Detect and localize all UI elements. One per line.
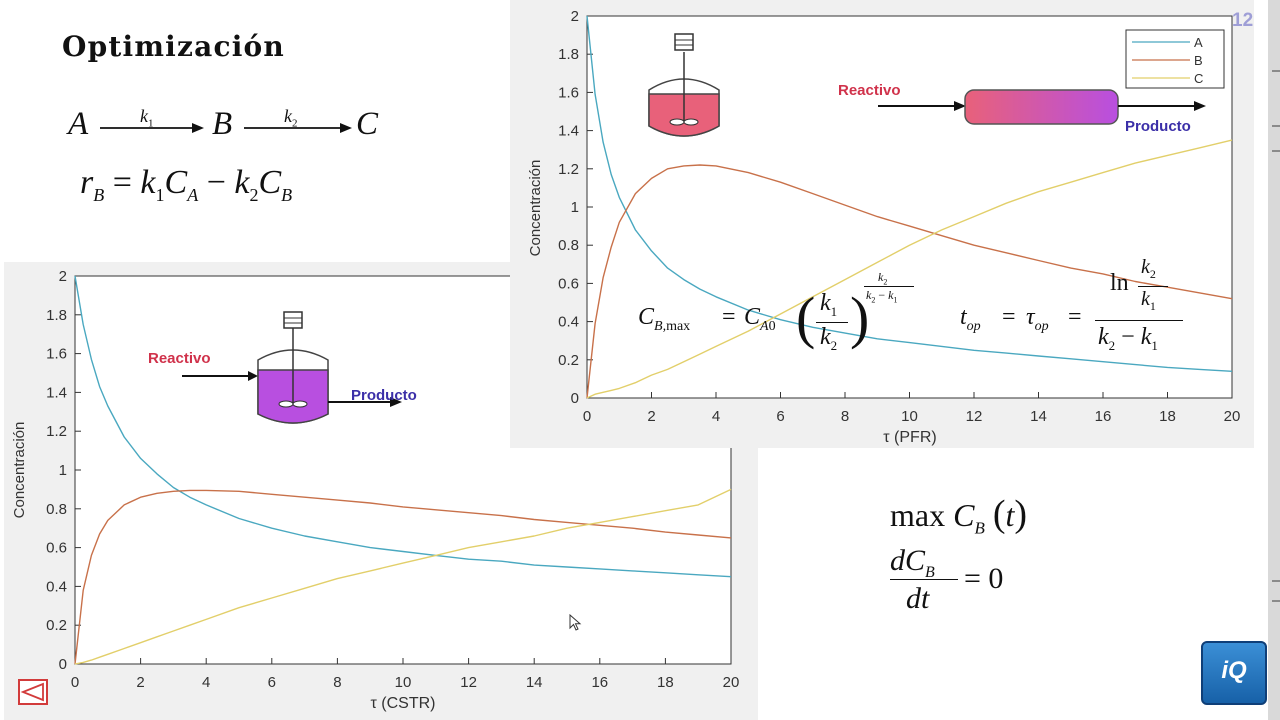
rate-equation: rB = k1CA − k2CB	[80, 164, 293, 205]
cstr-y-tick-label: 0.2	[46, 617, 67, 634]
edge-tick	[1272, 125, 1280, 127]
pfr-x-tick-label: 12	[966, 408, 983, 425]
cstr-y-tick-label: 1.6	[46, 346, 67, 363]
cstr-x-tick-label: 0	[71, 674, 79, 691]
edge-tick	[1272, 600, 1280, 602]
pfr-y-tick-label: 1.2	[558, 161, 579, 178]
cstr-y-tick-label: 1.8	[46, 307, 67, 324]
pfr-x-tick-label: 4	[712, 408, 720, 425]
cstr-y-tick-label: 0	[59, 656, 67, 673]
pfr-y-tick-label: 0.8	[558, 237, 579, 254]
species-c: C	[356, 106, 379, 142]
cstr-y-tick-label: 0.4	[46, 578, 67, 595]
pfr-x-tick-label: 2	[647, 408, 655, 425]
species-b: B	[212, 106, 233, 142]
edge-tick	[1272, 70, 1280, 72]
pfr-x-tick-label: 20	[1224, 408, 1241, 425]
cstr-series-c-line	[74, 488, 732, 665]
pfr-y-tick-label: 1.8	[558, 46, 579, 63]
pfr-y-tick-label: 2	[571, 8, 579, 25]
cstr-reactant-label: Reactivo	[148, 350, 211, 367]
pfr-y-tick-label: 0.4	[558, 314, 579, 331]
pfr-x-tick-label: 0	[583, 408, 591, 425]
pfr-x-tick-label: 18	[1159, 408, 1176, 425]
cstr-x-tick-label: 18	[657, 674, 674, 691]
cb-max-equation: CB,max = CA0 ( k1 k2 ) k2 k2 − k1	[638, 268, 928, 358]
cstr-y-tick-label: 1	[59, 462, 67, 479]
pfr-y-tick-label: 0	[571, 390, 579, 407]
pfr-x-tick-label: 14	[1030, 408, 1047, 425]
cstr-y-axis-label: Concentración	[11, 422, 28, 519]
slide-title: Optimización	[62, 30, 285, 63]
cstr-x-tick-label: 4	[202, 674, 210, 691]
edge-tick	[1272, 580, 1280, 582]
right-edge-strip	[1268, 0, 1280, 720]
cstr-product-label: Producto	[351, 387, 417, 404]
back-triangle-icon	[20, 682, 44, 702]
cstr-x-tick-label: 20	[723, 674, 740, 691]
max-cb-equation: max CB (t)	[890, 493, 1028, 538]
pfr-x-axis-label: τ (PFR)	[883, 429, 936, 446]
pfr-series-b-line	[586, 164, 1233, 399]
cstr-x-tick-label: 14	[526, 674, 543, 691]
pfr-chart: 0 2 4 6 8 10 12 14 16 18 20 0 0.2 0.4 0.6 0.8 1 1.2 1.4 1.6…	[510, 0, 1254, 448]
pfr-y-tick-label: 1.4	[558, 123, 579, 140]
cstr-series-a-line	[74, 275, 732, 578]
cstr-x-tick-label: 16	[591, 674, 608, 691]
legend-label-a: A	[1194, 35, 1203, 50]
k2-label: k2	[284, 106, 298, 130]
tubular-reactor-icon	[878, 89, 1206, 125]
cstr-x-tick-label: 10	[395, 674, 412, 691]
brand-logo: iQ	[1201, 641, 1267, 705]
mouse-cursor-icon	[569, 614, 582, 631]
pfr-x-tick-label: 8	[841, 408, 849, 425]
pfr-y-tick-label: 0.2	[558, 352, 579, 369]
pfr-series-a-line	[586, 15, 1233, 372]
edge-tick	[1272, 150, 1280, 152]
legend-label-b: B	[1194, 53, 1203, 68]
reaction-arrow-1	[100, 123, 204, 133]
pfr-x-tick-label: 6	[776, 408, 784, 425]
pfr-stirred-tank-icon	[648, 33, 720, 137]
cstr-y-tick-label: 2	[59, 268, 67, 285]
pfr-y-tick-label: 0.6	[558, 275, 579, 292]
cstr-x-tick-label: 8	[333, 674, 341, 691]
t-op-equation: top = τop = ln k2 k1 k2 − k1	[960, 256, 1200, 358]
pfr-y-tick-label: 1	[571, 199, 579, 216]
pfr-product-label: Producto	[1125, 118, 1191, 135]
pfr-y-tick-label: 1.6	[558, 84, 579, 101]
cstr-x-tick-label: 12	[460, 674, 477, 691]
reaction-arrow-2	[244, 123, 352, 133]
pfr-reactant-label: Reactivo	[838, 82, 901, 99]
cstr-x-tick-label: 6	[268, 674, 276, 691]
pfr-plot-area	[586, 15, 1233, 399]
pfr-legend: A B C	[1125, 29, 1225, 89]
stirred-tank-icon	[182, 311, 402, 424]
cstr-y-tick-label: 0.8	[46, 501, 67, 518]
back-button[interactable]	[18, 679, 48, 705]
cstr-y-tick-label: 0.6	[46, 540, 67, 557]
species-a: A	[68, 106, 89, 142]
pfr-y-axis-label: Concentración	[527, 160, 544, 257]
page-number: 12	[1232, 10, 1254, 31]
cstr-x-axis-label: τ (CSTR)	[371, 695, 436, 712]
cstr-x-tick-label: 2	[136, 674, 144, 691]
pfr-x-tick-label: 10	[901, 408, 918, 425]
cstr-y-tick-label: 1.4	[46, 384, 67, 401]
derivative-equation: dCB dt = 0	[890, 544, 1004, 615]
legend-label-c: C	[1194, 71, 1203, 86]
pfr-series-c-line	[586, 139, 1233, 399]
cstr-y-tick-label: 1.2	[46, 423, 67, 440]
k1-label: k1	[140, 106, 154, 130]
pfr-x-tick-label: 16	[1095, 408, 1112, 425]
